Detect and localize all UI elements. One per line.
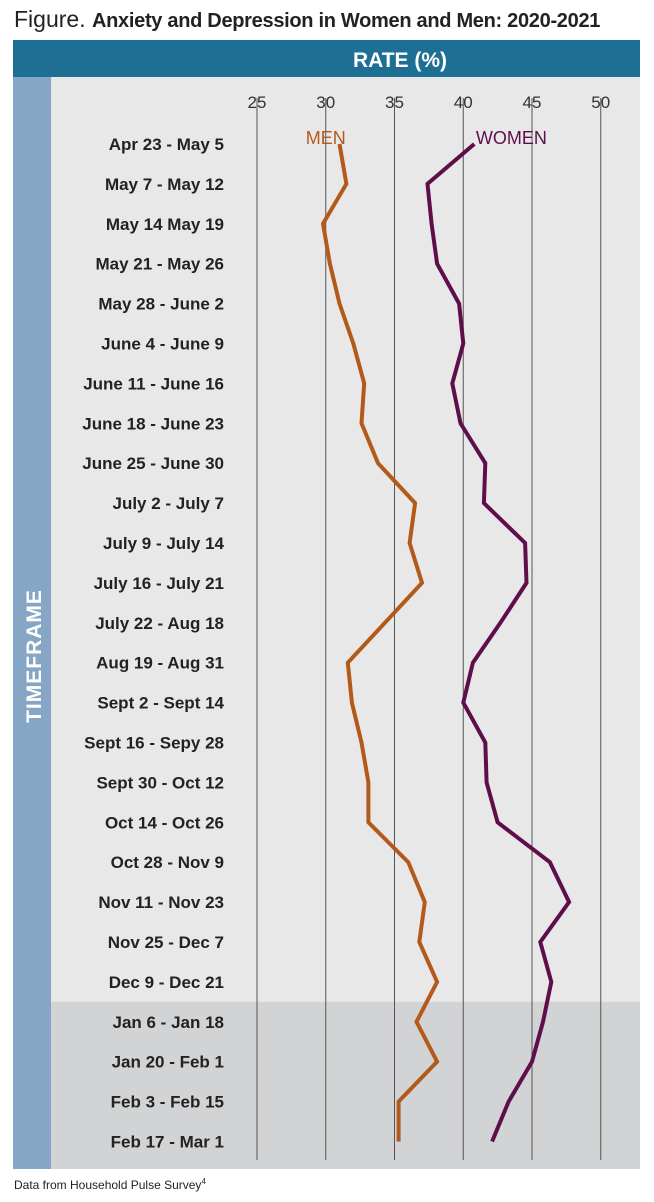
series-lines	[320, 142, 572, 1143]
y-tick-label: Oct 14 - Oct 26	[105, 813, 224, 832]
timeframe-band	[13, 77, 51, 1169]
y-tick-label: Nov 25 - Dec 7	[108, 933, 224, 952]
source-footnote-text: Data from Household Pulse Survey	[14, 1178, 202, 1192]
y-tick-label: May 28 - June 2	[98, 295, 224, 314]
plot-area	[51, 77, 640, 1169]
x-tick-label-30: 30	[316, 93, 335, 112]
y-tick-label: July 9 - July 14	[103, 534, 224, 553]
y-tick-label: Jan 6 - Jan 18	[112, 1013, 224, 1032]
source-footnote: Data from Household Pulse Survey4	[14, 1177, 206, 1192]
figure-title-main: Anxiety and Depression in Women and Men:…	[91, 10, 601, 32]
y-tick-label: June 18 - June 23	[82, 414, 224, 433]
x-tick-label-50: 50	[591, 93, 610, 112]
series-line-women	[425, 142, 572, 1143]
x-tick-label-40: 40	[454, 93, 473, 112]
y-tick-label: June 11 - June 16	[83, 374, 224, 393]
y-axis-title: TIMEFRAME	[23, 589, 46, 723]
y-tick-label: Aug 19 - Aug 31	[96, 654, 224, 673]
x-tick-label-45: 45	[523, 93, 542, 112]
series-label-men: MEN	[306, 128, 346, 148]
y-tick-label: Nov 11 - Nov 23	[98, 893, 224, 912]
y-tick-labels: Apr 23 - May 5 May 7 - May 12 May 14 May 1…	[82, 135, 224, 1152]
x-axis-title: RATE (%)	[353, 49, 447, 72]
series-line-men	[320, 143, 440, 1142]
y-tick-label: July 22 - Aug 18	[95, 614, 224, 633]
y-tick-label: May 21 - May 26	[95, 255, 224, 274]
series-label-women: WOMEN	[476, 128, 547, 148]
chart: RATE (%) TIMEFRAME 25 30 35 40 45 50 Apr 23 -…	[13, 40, 640, 1169]
y-tick-label: Apr 23 - May 5	[109, 135, 224, 154]
y-tick-label: Dec 9 - Dec 21	[109, 973, 224, 992]
series-labels: MEN WOMEN	[306, 128, 547, 148]
y-tick-label: Jan 20 - Feb 1	[112, 1053, 224, 1072]
source-footnote-ref: 4	[201, 1177, 206, 1186]
x-tick-labels: 25 30 35 40 45 50	[248, 93, 611, 112]
y-tick-label: Sept 16 - Sepy 28	[84, 734, 224, 753]
y-tick-label: Sept 30 - Oct 12	[96, 773, 224, 792]
y-tick-label: July 2 - July 7	[113, 494, 225, 513]
gridlines	[256, 98, 602, 1160]
x-tick-label-25: 25	[248, 93, 267, 112]
figure-title: Figure. Anxiety and Depression in Women …	[14, 4, 600, 34]
y-tick-label: May 14 May 19	[106, 215, 224, 234]
figure-title-lead: Figure.	[14, 6, 86, 32]
header-band	[13, 40, 640, 77]
y-tick-label: Feb 17 - Mar 1	[111, 1133, 224, 1152]
y-tick-label: Feb 3 - Feb 15	[111, 1093, 224, 1112]
y-tick-label: July 16 - July 21	[94, 574, 224, 593]
y-tick-label: Oct 28 - Nov 9	[111, 853, 224, 872]
x-tick-label-35: 35	[385, 93, 404, 112]
y-tick-label: June 25 - June 30	[82, 454, 224, 473]
y-tick-label: May 7 - May 12	[105, 175, 224, 194]
y-tick-label: June 4 - June 9	[101, 335, 224, 354]
y-tick-label: Sept 2 - Sept 14	[97, 694, 224, 713]
